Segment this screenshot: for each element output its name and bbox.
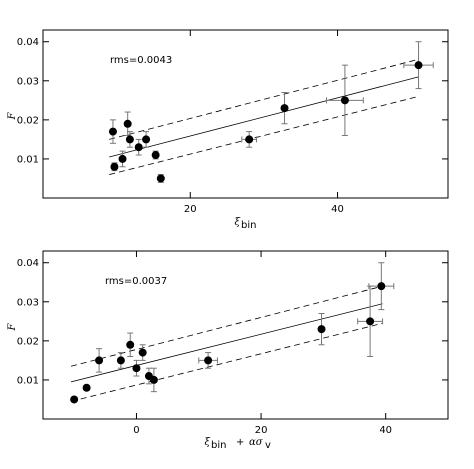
data-point xyxy=(280,104,289,113)
data-point xyxy=(366,317,375,326)
data-point xyxy=(116,356,125,365)
plot-frame xyxy=(42,29,449,199)
y-tick-label: 0.03 xyxy=(17,76,39,87)
plot-frame xyxy=(42,250,449,420)
top-panel: rms=0.0043 F ξ bin 0.01 0.02 0.03 0.04 20 40 xyxy=(7,29,449,231)
data-point xyxy=(317,325,326,334)
svg-text:ξ: ξ xyxy=(234,217,240,228)
data-point xyxy=(108,127,117,136)
y-tick-label: 0.03 xyxy=(17,297,39,308)
data-point xyxy=(82,383,91,392)
rms-annotation: rms=0.0037 xyxy=(105,276,167,287)
y-tick-label: 0.01 xyxy=(17,375,39,386)
upper-dashed-line xyxy=(109,58,419,140)
lower-dashed-line xyxy=(70,322,383,402)
y-tick-label: 0.02 xyxy=(17,115,39,126)
x-axis-label: ξ bin + ασ v xyxy=(204,437,271,451)
x-tick-label: 0 xyxy=(133,425,139,436)
rms-annotation: rms=0.0043 xyxy=(110,55,172,66)
fit-line xyxy=(70,303,383,383)
data-point xyxy=(126,340,135,349)
y-tick-label: 0.01 xyxy=(17,154,39,165)
svg-text:bin: bin xyxy=(211,440,226,451)
data-point xyxy=(134,143,143,152)
data-point xyxy=(138,348,147,357)
y-axis-label: F xyxy=(7,111,18,120)
data-point xyxy=(118,154,127,163)
x-tick-label: 20 xyxy=(184,204,197,215)
data-point xyxy=(70,395,79,404)
data-point xyxy=(204,356,213,365)
bottom-panel: rms=0.0037 F ξ bin + ασ v 0.01 0.02 0.03 0.… xyxy=(7,250,449,451)
svg-text:ξ: ξ xyxy=(204,437,210,448)
data-point xyxy=(125,135,134,144)
y-tick-label: 0.02 xyxy=(17,336,39,347)
data-point xyxy=(377,282,386,291)
data-point xyxy=(132,364,141,373)
y-axis-label: F xyxy=(7,322,18,331)
data-point xyxy=(110,162,119,171)
fit-line xyxy=(109,76,419,158)
x-tick-label: 40 xyxy=(379,425,392,436)
svg-text:ασ: ασ xyxy=(249,437,264,448)
data-point xyxy=(151,151,160,160)
y-tick-label: 0.04 xyxy=(17,37,39,48)
data-point xyxy=(142,135,151,144)
data-point xyxy=(245,135,254,144)
svg-text:bin: bin xyxy=(241,220,256,231)
x-tick-label: 40 xyxy=(331,204,344,215)
svg-text:+: + xyxy=(236,437,244,448)
data-point xyxy=(340,96,349,105)
svg-text:v: v xyxy=(265,440,271,451)
y-tick-label: 0.04 xyxy=(17,258,39,269)
lower-dashed-line xyxy=(109,96,419,175)
data-point xyxy=(95,356,104,365)
data-point xyxy=(414,61,423,70)
x-tick-label: 20 xyxy=(255,425,268,436)
data-point xyxy=(156,174,165,183)
upper-dashed-line xyxy=(70,285,383,367)
x-axis-label: ξ bin xyxy=(234,217,256,231)
data-point xyxy=(123,119,132,128)
data-point xyxy=(149,375,158,384)
